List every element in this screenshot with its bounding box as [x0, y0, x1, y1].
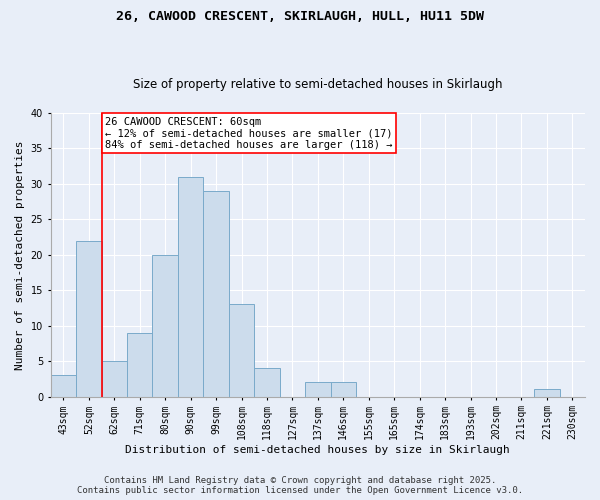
Text: 26 CAWOOD CRESCENT: 60sqm
← 12% of semi-detached houses are smaller (17)
84% of : 26 CAWOOD CRESCENT: 60sqm ← 12% of semi-… [106, 116, 393, 150]
Bar [229, 304, 254, 396]
Text: Contains HM Land Registry data © Crown copyright and database right 2025.
Contai: Contains HM Land Registry data © Crown c… [77, 476, 523, 495]
Bar [534, 390, 560, 396]
Title: Size of property relative to semi-detached houses in Skirlaugh: Size of property relative to semi-detach… [133, 78, 503, 91]
Bar [178, 177, 203, 396]
Bar [203, 191, 229, 396]
Bar [152, 255, 178, 396]
Y-axis label: Number of semi-detached properties: Number of semi-detached properties [15, 140, 25, 370]
Text: 26, CAWOOD CRESCENT, SKIRLAUGH, HULL, HU11 5DW: 26, CAWOOD CRESCENT, SKIRLAUGH, HULL, HU… [116, 10, 484, 23]
Bar [50, 376, 76, 396]
Bar [331, 382, 356, 396]
Bar [76, 240, 101, 396]
Bar [101, 361, 127, 396]
Bar [254, 368, 280, 396]
X-axis label: Distribution of semi-detached houses by size in Skirlaugh: Distribution of semi-detached houses by … [125, 445, 510, 455]
Bar [127, 333, 152, 396]
Bar [305, 382, 331, 396]
